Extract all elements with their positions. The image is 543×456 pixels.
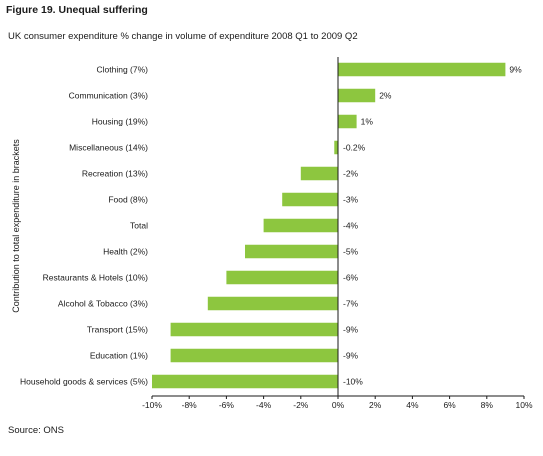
bar [338, 114, 357, 129]
value-label: -10% [343, 377, 363, 387]
value-label: -2% [343, 169, 359, 179]
bars-group [152, 62, 506, 389]
x-tick-label: -4% [256, 400, 272, 410]
category-label: Health (2%) [103, 247, 148, 257]
category-label: Clothing (7%) [97, 65, 149, 75]
bar [334, 140, 338, 155]
x-tick-label: -8% [182, 400, 198, 410]
x-tick-label: -10% [142, 400, 162, 410]
value-label: -7% [343, 299, 359, 309]
value-label: -9% [343, 351, 359, 361]
value-label: 2% [379, 91, 392, 101]
x-tick-label: 8% [481, 400, 494, 410]
value-label: -5% [343, 247, 359, 257]
x-tick-label: -6% [219, 400, 235, 410]
x-tick-label: 10% [515, 400, 532, 410]
bar [226, 270, 338, 285]
x-tick-label: -2% [293, 400, 309, 410]
category-label: Transport (15%) [87, 325, 148, 335]
category-label: Miscellaneous (14%) [69, 143, 148, 153]
category-label: Restaurants & Hotels (10%) [43, 273, 149, 283]
category-label: Food (8%) [108, 195, 148, 205]
figure-subtitle: UK consumer expenditure % change in volu… [8, 31, 358, 42]
value-label: -9% [343, 325, 359, 335]
bar [170, 348, 338, 363]
value-labels: 9% 2% 1% -0.2% -2% -3% -4% -5% -6% -7% -9% -9% -10% [343, 65, 522, 387]
category-label: Education (1%) [90, 351, 148, 361]
figure-title: Figure 19. Unequal suffering [6, 4, 148, 16]
x-tick-label: 6% [443, 400, 456, 410]
bar [300, 166, 338, 181]
category-label: Household goods & services (5%) [20, 377, 148, 387]
x-axis: -10% -8% -6% -4% -2% 0% 2% 4% 6% 8% 10% [142, 57, 533, 410]
value-label: -6% [343, 273, 359, 283]
bar [338, 62, 506, 77]
bar [263, 218, 338, 233]
bar [152, 374, 338, 389]
x-tick-label: 0% [332, 400, 345, 410]
category-label: Alcohol & Tobacco (3%) [58, 299, 148, 309]
source-note: Source: ONS [8, 425, 64, 436]
value-label: -4% [343, 221, 359, 231]
y-axis-label: Contribution to total expenditure in bra… [11, 139, 21, 313]
category-label: Recreation (13%) [82, 169, 148, 179]
x-tick-label: 2% [369, 400, 382, 410]
bar [207, 296, 338, 311]
bar [170, 322, 338, 337]
category-label: Total [130, 221, 148, 231]
value-label: 9% [509, 65, 522, 75]
value-label: 1% [361, 117, 374, 127]
category-labels: Clothing (7%) Communication (3%) Housing (… [20, 65, 148, 387]
bar [338, 88, 376, 103]
category-label: Communication (3%) [69, 91, 149, 101]
value-label: -3% [343, 195, 359, 205]
bar [245, 244, 338, 259]
x-tick-label: 4% [406, 400, 419, 410]
category-label: Housing (19%) [92, 117, 148, 127]
value-label: -0.2% [343, 143, 366, 153]
bar [282, 192, 338, 207]
